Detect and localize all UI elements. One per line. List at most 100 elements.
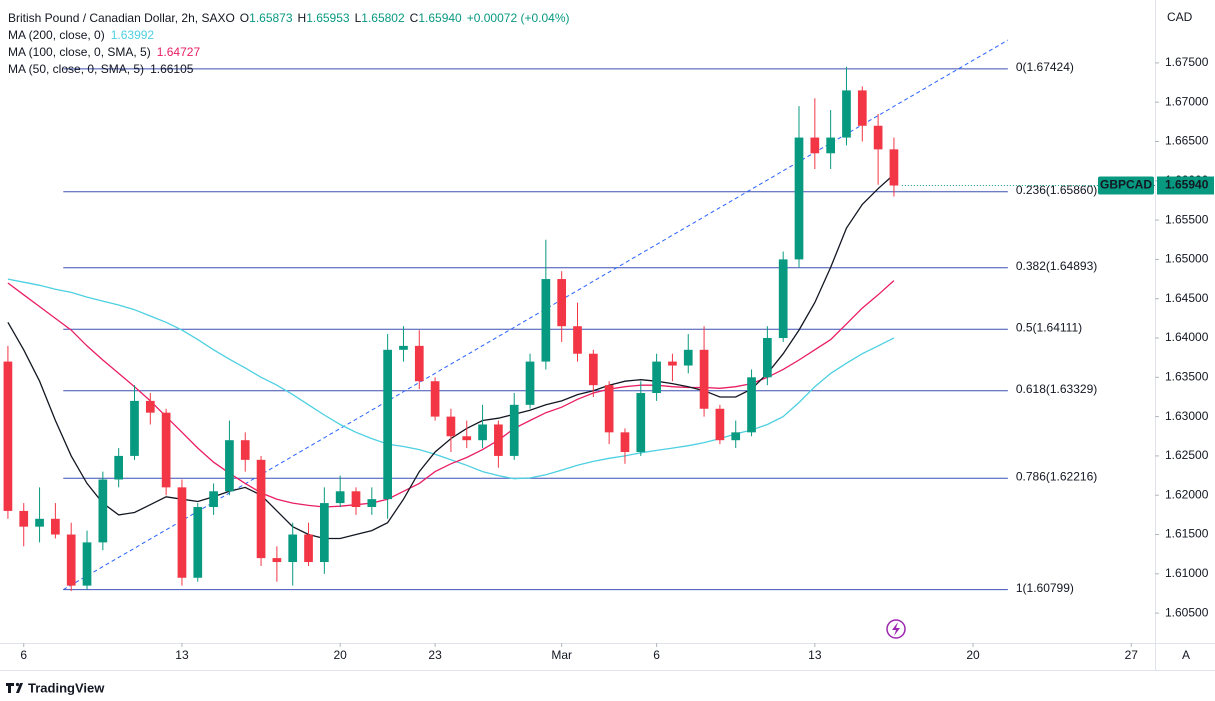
y-tick-label: 1.64500 (1165, 291, 1209, 305)
candle-body (383, 349, 392, 500)
candle-body (826, 137, 836, 154)
ma-legend-row: MA (50, close, 0, SMA, 5) 1.66105 (8, 62, 194, 76)
candle-body (525, 361, 535, 405)
legend-title-row: British Pound / Canadian Dollar, 2h, SAX… (8, 11, 569, 25)
fib-level-label: 1(1.60799) (1016, 581, 1074, 595)
candle-body (683, 349, 693, 366)
x-tick-label: 6 (20, 648, 27, 662)
currency-label: CAD (1167, 10, 1193, 24)
ohlc-key: H (298, 11, 307, 25)
x-tick-label: 23 (428, 648, 442, 662)
candle-body (335, 491, 345, 504)
candle-body (161, 412, 171, 488)
y-tick-label: 1.61500 (1165, 527, 1209, 541)
candle-body (177, 487, 187, 578)
candle-body (604, 385, 614, 433)
ohlc-value: 1.65953 (306, 11, 350, 25)
ma-legend-value: 1.66105 (150, 62, 194, 76)
y-tick-label: 1.63500 (1165, 369, 1209, 383)
candle-body (35, 518, 44, 527)
x-tick-label: 13 (808, 648, 822, 662)
y-tick-label: 1.62500 (1165, 448, 1209, 462)
last-price-tag-bg (1157, 176, 1214, 195)
candle-body (240, 440, 250, 460)
candle-body (225, 440, 234, 492)
x-tick-label: 6 (653, 648, 660, 662)
last-price-tag: 1.65940 (1165, 178, 1209, 192)
candle-body (668, 361, 677, 366)
candle-body (414, 345, 424, 382)
candle-body (145, 400, 155, 413)
candle-body (209, 491, 218, 508)
ma-legend-name: MA (100, close, 0, SMA, 5) (8, 45, 151, 59)
candle-body (51, 518, 60, 535)
moving-average-line (7, 280, 895, 508)
candle-body (857, 90, 867, 126)
auto-scale-button[interactable]: A (1182, 648, 1190, 662)
x-tick-label: Mar (551, 648, 572, 662)
candle-body (319, 503, 329, 563)
y-tick-label: 1.65000 (1165, 252, 1209, 266)
ohlc-value: 1.65940 (418, 11, 462, 25)
candle-body (731, 432, 741, 441)
ma-legend-row: MA (200, close, 0) 1.63992 (8, 28, 154, 42)
x-tick-label: 20 (333, 648, 347, 662)
candle-body (794, 137, 804, 260)
candle-body (636, 393, 646, 452)
candle-body (82, 542, 92, 586)
candle-body (873, 125, 883, 150)
candle-body (304, 534, 313, 563)
ohlc-key: O (240, 11, 249, 25)
candle-body (509, 404, 519, 456)
ma-legend-value: 1.63992 (111, 28, 155, 42)
ma-legend-value: 1.64727 (157, 45, 201, 59)
y-tick-label: 1.65500 (1165, 212, 1209, 226)
candle-body (430, 381, 440, 417)
y-tick-label: 1.63000 (1165, 409, 1209, 423)
candle-body (778, 259, 788, 339)
y-tick-label: 1.67000 (1165, 94, 1209, 108)
x-tick-label: 27 (1125, 648, 1139, 662)
y-tick-label: 1.61000 (1165, 566, 1209, 580)
y-tick-label: 1.64000 (1165, 330, 1209, 344)
ohlc-key: C (410, 11, 419, 25)
candle-body (66, 534, 76, 586)
price-change: +0.00072 (+0.04%) (467, 11, 570, 25)
candle-body (462, 436, 472, 441)
candle-body (715, 408, 725, 441)
candle-body (3, 361, 13, 511)
ohlc-value: 1.65802 (361, 11, 405, 25)
y-tick-label: 1.60500 (1165, 605, 1209, 619)
candle-body (541, 279, 551, 362)
candle-body (19, 510, 29, 527)
x-tick-label: 20 (966, 648, 980, 662)
candle-body (620, 432, 630, 452)
candle-body (478, 424, 487, 441)
candle-body (652, 361, 661, 394)
alert-icon[interactable] (886, 619, 906, 639)
candle-body (842, 90, 851, 138)
ohlc-value: 1.65873 (249, 11, 293, 25)
ma-legend-name: MA (50, close, 0, SMA, 5) (8, 62, 144, 76)
y-tick-label: 1.67500 (1165, 55, 1209, 69)
candle-body (351, 491, 361, 508)
candle-body (367, 499, 377, 508)
candle-body (747, 377, 756, 433)
x-tick-label: 13 (175, 648, 189, 662)
candle-body (130, 400, 139, 456)
moving-average-line (7, 278, 895, 480)
fib-level-label: 0.236(1.65860) (1016, 183, 1097, 197)
y-tick-label: 1.62000 (1165, 487, 1209, 501)
candle-body (573, 326, 582, 354)
symbol-tag-bg (1098, 176, 1154, 195)
candle-body (399, 345, 408, 350)
y-tick-label: 1.66500 (1165, 134, 1209, 148)
fib-level-label: 0.786(1.62216) (1016, 469, 1097, 483)
candle-body (588, 353, 598, 386)
fib-level-label: 0(1.67424) (1016, 60, 1074, 74)
candle-body (763, 338, 772, 378)
candle-body (114, 455, 124, 480)
ma-legend-name: MA (200, close, 0) (8, 28, 105, 42)
